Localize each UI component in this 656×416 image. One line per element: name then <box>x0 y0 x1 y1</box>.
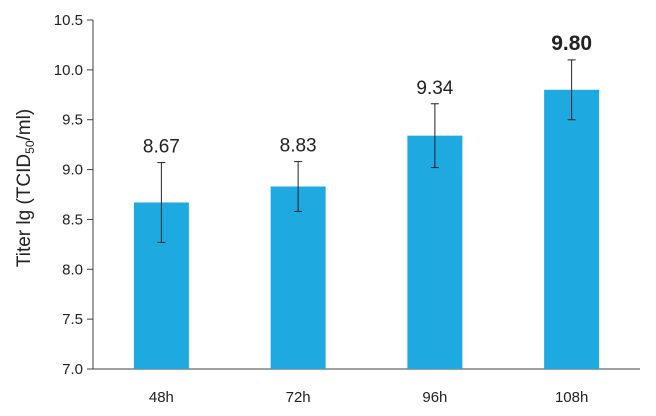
data-label: 9.80 <box>551 32 592 55</box>
bar <box>407 135 463 369</box>
bar <box>544 89 600 370</box>
x-category-label: 48h <box>149 389 174 406</box>
y-tick-label: 7.5 <box>62 311 83 328</box>
y-axis-title-subscript: 50 <box>23 140 37 154</box>
error-bars <box>157 59 576 243</box>
y-tick-label: 7.0 <box>62 361 83 378</box>
data-labels: 8.67 8.83 9.34 9.80 <box>143 32 592 158</box>
y-tick-label: 10.5 <box>54 12 83 29</box>
bar <box>270 186 326 369</box>
y-tick-label: 8.0 <box>62 261 83 278</box>
y-axis-title-suffix: /ml) <box>14 109 35 141</box>
y-axis-title: Titer lg (TCID50/ml) <box>14 109 37 267</box>
data-label: 9.34 <box>416 78 453 99</box>
x-category-label: 96h <box>422 389 447 406</box>
data-label: 8.67 <box>143 137 180 158</box>
y-tick-label: 9.0 <box>62 162 83 179</box>
y-tick-label: 10.0 <box>54 62 83 79</box>
y-tick-label: 9.5 <box>62 112 83 129</box>
y-tick-label: 8.5 <box>62 211 83 228</box>
y-axis-title-main: Titer lg (TCID <box>14 154 35 267</box>
bars <box>133 89 600 370</box>
data-label: 8.83 <box>280 136 317 157</box>
x-category-labels: 48h 72h 96h 108h <box>149 389 588 406</box>
y-tick-labels: 7.0 7.5 8.0 8.5 9.0 9.5 10.0 10.5 <box>54 12 83 378</box>
x-category-label: 108h <box>555 389 588 406</box>
x-category-label: 72h <box>286 389 311 406</box>
